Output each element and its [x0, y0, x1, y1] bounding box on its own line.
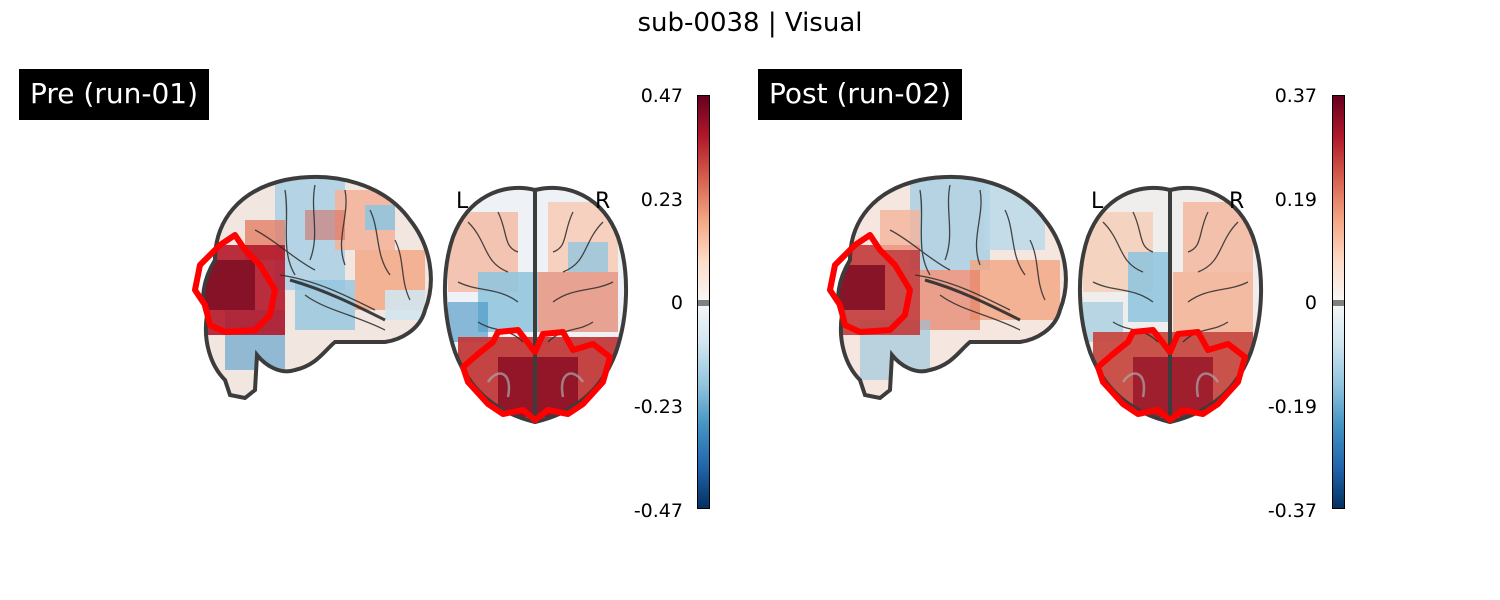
colorbar-tick: -0.19 — [1267, 396, 1317, 418]
colorbar-tick: -0.47 — [633, 500, 683, 522]
panel-label-post: Post (run-02) — [758, 69, 963, 120]
orientation-right-label: R — [1229, 189, 1245, 214]
sagittal-brain-view — [192, 175, 433, 401]
colorbar-tick: -0.37 — [1267, 500, 1317, 522]
panel-label-pre: Pre (run-01) — [19, 69, 209, 120]
colorbar — [1332, 95, 1345, 509]
colorbar — [697, 95, 710, 509]
figure-title: sub-0038 | Visual — [637, 8, 863, 38]
colorbar-tick: 0 — [670, 292, 683, 314]
colorbar-tick: -0.23 — [633, 396, 683, 418]
colorbar-tick: 0.37 — [1274, 85, 1317, 107]
orientation-left-label: L — [1091, 189, 1104, 214]
axial-brain-view — [442, 185, 629, 425]
colorbar-tick: 0 — [1304, 292, 1317, 314]
colorbar-threshold-band — [698, 300, 709, 306]
orientation-right-label: R — [595, 189, 611, 214]
colorbar-threshold-band — [1333, 300, 1344, 306]
axial-brain-view — [1077, 185, 1264, 425]
sagittal-brain-view — [827, 175, 1068, 401]
colorbar-tick: 0.23 — [640, 189, 683, 211]
orientation-left-label: L — [456, 189, 469, 214]
colorbar-tick: 0.19 — [1274, 189, 1317, 211]
colorbar-tick: 0.47 — [640, 85, 683, 107]
panel-pre: Pre (run-01) — [0, 0, 740, 600]
